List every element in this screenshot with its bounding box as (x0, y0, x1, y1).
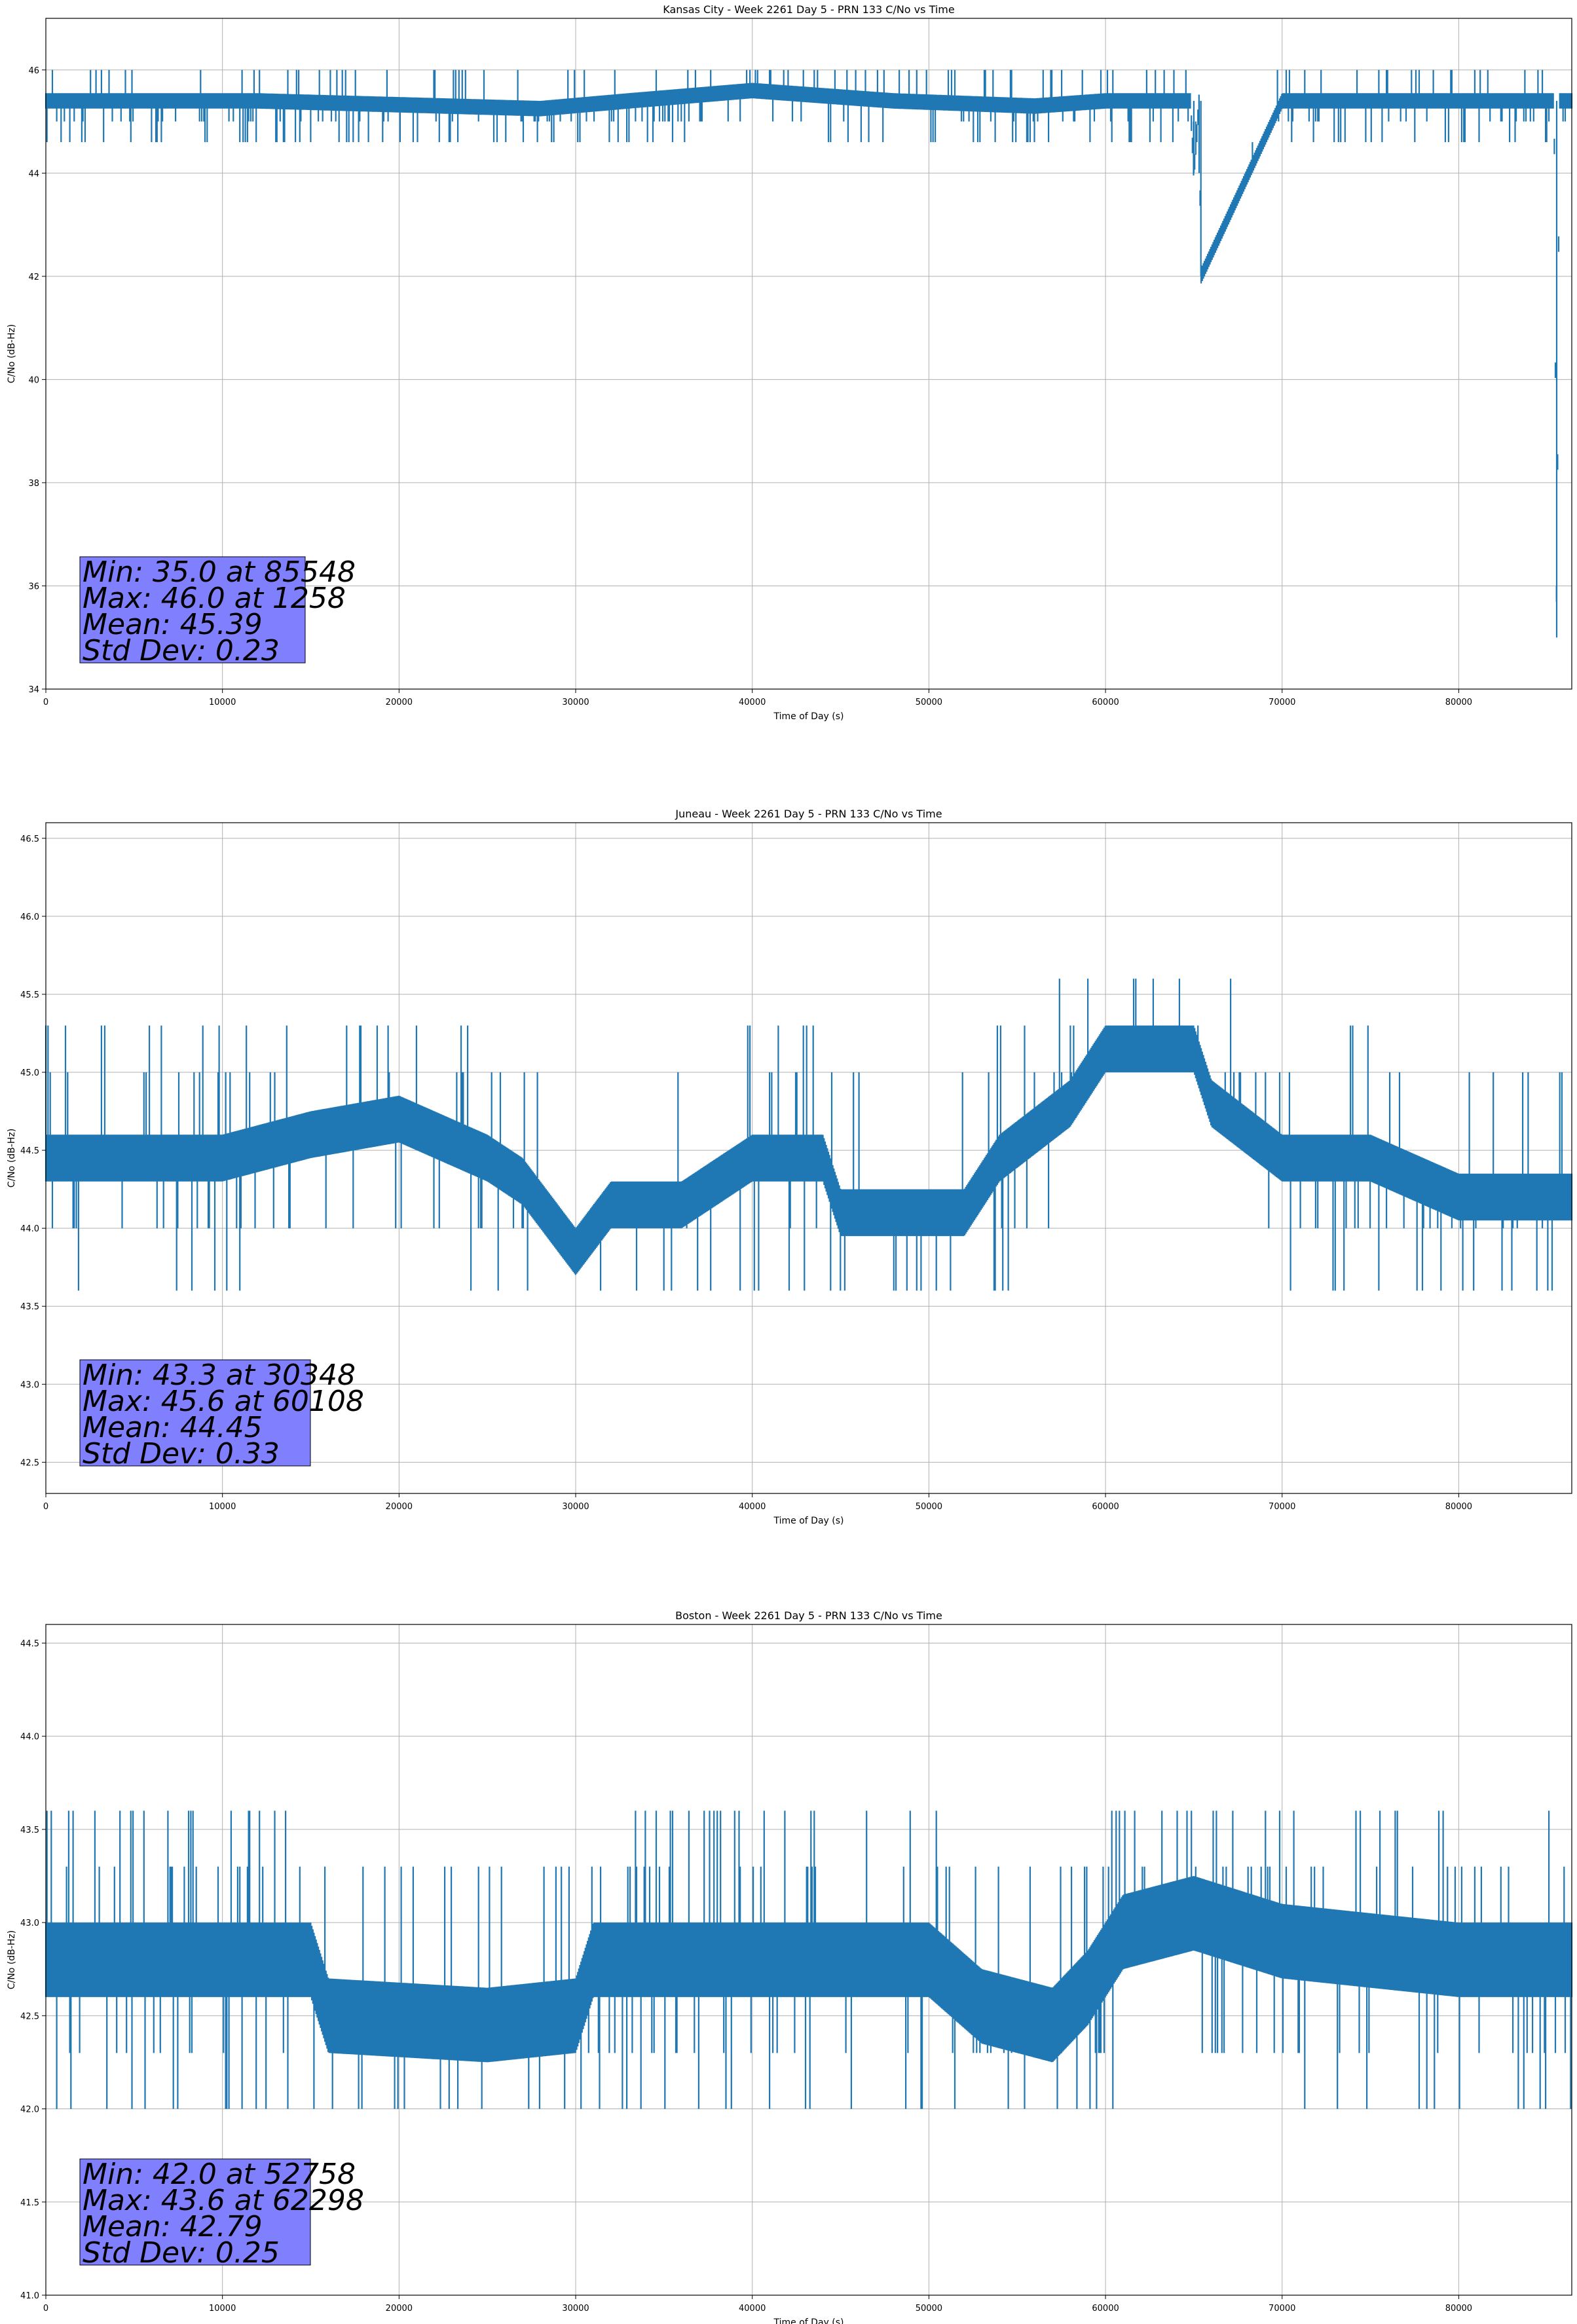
x-tick-label: 60000 (1092, 698, 1119, 707)
chart-panel-3: 0 10000 20000 30000 40000 50000 60000 70000 8000… (7, 1609, 1573, 2324)
y-axis-label: C/No (dB-Hz) (7, 1930, 17, 1989)
stats-box (79, 556, 306, 664)
y-tick-label: 41.5 (20, 2198, 39, 2208)
stats-line: Mean: 44.45 (83, 1411, 263, 1444)
x-tick-label: 30000 (562, 1502, 589, 1512)
y-tick-label: 38 (28, 479, 39, 489)
y-tick-label: 44.0 (20, 1733, 39, 1742)
y-axis-label: C/No (dB-Hz) (7, 1129, 17, 1188)
plot-frame (45, 1624, 1572, 2296)
x-tick-label: 50000 (916, 2304, 942, 2314)
series-line (45, 979, 1573, 1291)
stats-line: Mean: 45.39 (83, 608, 263, 641)
series-line (45, 1810, 1573, 2109)
chart-title: Kansas City - Week 2261 Day 5 - PRN 133 … (663, 3, 954, 16)
x-tick-label: 10000 (209, 2304, 236, 2314)
x-tick-label: 20000 (386, 1502, 413, 1512)
stats-line: Std Dev: 0.25 (83, 2236, 280, 2270)
x-tick-label: 30000 (562, 2304, 589, 2314)
plot-frame (45, 822, 1572, 1494)
x-tick-label: 60000 (1092, 1502, 1119, 1512)
stats-line: Min: 43.3 at 30348 (83, 1359, 356, 1392)
y-tick-label: 44.5 (20, 1639, 39, 1649)
x-tick-label: 0 (43, 698, 48, 707)
x-tick-label: 80000 (1445, 698, 1472, 707)
stats-line: Max: 46.0 at 1258 (83, 582, 346, 615)
x-tick-label: 60000 (1092, 2304, 1119, 2314)
x-tick-label: 30000 (562, 698, 589, 707)
y-axis-label: C/No (dB-Hz) (7, 324, 17, 383)
x-tick-label: 0 (43, 2304, 48, 2314)
x-tick-label: 70000 (1269, 1502, 1295, 1512)
y-tick-label: 43.5 (20, 1826, 39, 1835)
y-tick-label: 42.0 (20, 2105, 39, 2115)
stats-line: Min: 35.0 at 85548 (83, 555, 356, 589)
stats-line: Max: 43.6 at 62298 (83, 2184, 364, 2217)
y-tick-label: 44 (28, 169, 39, 179)
y-tick-label: 45.5 (20, 990, 39, 1000)
x-axis-label: Time of Day (s) (773, 711, 844, 722)
y-tick-label: 46.0 (20, 912, 39, 922)
y-tick-label: 43.5 (20, 1302, 39, 1312)
y-tick-label: 42 (28, 272, 39, 282)
x-axis-label: Time of Day (s) (773, 1516, 844, 1526)
stats-line: Std Dev: 0.23 (83, 634, 280, 667)
y-tick-label: 46.5 (20, 834, 39, 844)
stats-line: Std Dev: 0.33 (83, 1437, 280, 1471)
chart-panel-1: 0 10000 20000 30000 40000 50000 60000 70000 8000… (7, 3, 1573, 722)
series-line (45, 69, 1573, 638)
y-tick-label: 46 (28, 66, 39, 76)
x-tick-label: 50000 (916, 1502, 942, 1512)
x-tick-label: 40000 (739, 1502, 766, 1512)
stats-line: Min: 42.0 at 52758 (83, 2158, 356, 2191)
y-tick-label: 45.0 (20, 1068, 39, 1078)
x-tick-label: 80000 (1445, 1502, 1472, 1512)
x-axis-label: Time of Day (s) (773, 2317, 844, 2324)
chart-panel-2: 0 10000 20000 30000 40000 50000 60000 70000 8000… (7, 808, 1573, 1526)
y-tick-label: 41.0 (20, 2291, 39, 2301)
stats-line: Mean: 42.79 (83, 2210, 263, 2243)
plot-frame (45, 18, 1572, 690)
stats-box (79, 1359, 311, 1467)
y-tick-label: 42.5 (20, 1458, 39, 1468)
x-tick-label: 10000 (209, 698, 236, 707)
y-tick-label: 34 (28, 685, 39, 695)
y-tick-label: 43.0 (20, 1919, 39, 1928)
chart-title: Juneau - Week 2261 Day 5 - PRN 133 C/No … (675, 808, 942, 820)
y-tick-label: 44.0 (20, 1224, 39, 1234)
x-tick-label: 70000 (1269, 698, 1295, 707)
y-tick-label: 40 (28, 375, 39, 385)
x-tick-label: 80000 (1445, 2304, 1472, 2314)
x-tick-label: 40000 (739, 2304, 766, 2314)
x-tick-label: 50000 (916, 698, 942, 707)
stats-box (79, 2158, 311, 2266)
y-tick-label: 42.5 (20, 2012, 39, 2021)
y-tick-label: 36 (28, 582, 39, 591)
x-tick-label: 0 (43, 1502, 48, 1512)
y-tick-label: 44.5 (20, 1146, 39, 1156)
x-tick-label: 20000 (386, 698, 413, 707)
x-tick-label: 40000 (739, 698, 766, 707)
x-tick-label: 70000 (1269, 2304, 1295, 2314)
x-tick-label: 10000 (209, 1502, 236, 1512)
y-tick-label: 43.0 (20, 1380, 39, 1390)
chart-title: Boston - Week 2261 Day 5 - PRN 133 C/No … (675, 1609, 942, 1622)
stats-line: Max: 45.6 at 60108 (83, 1385, 364, 1418)
x-tick-label: 20000 (386, 2304, 413, 2314)
